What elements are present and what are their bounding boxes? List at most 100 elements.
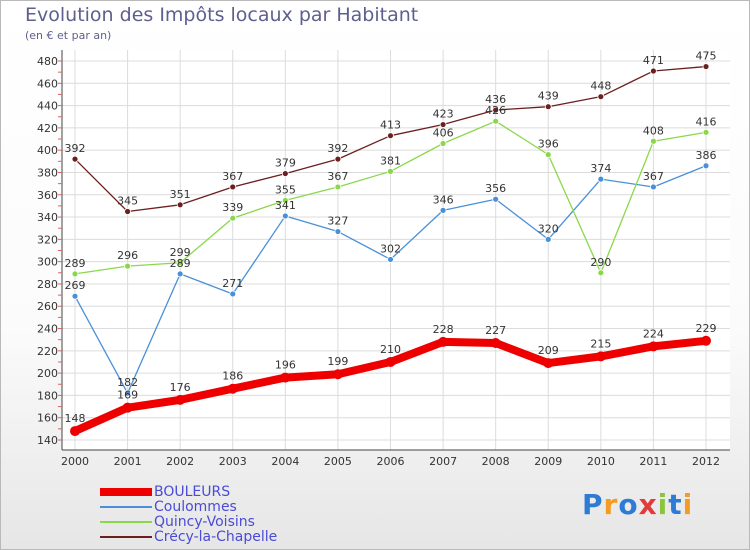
data-point (492, 106, 500, 114)
legend-label: Quincy-Voisins (154, 514, 255, 530)
data-point (701, 335, 711, 346)
data-point (387, 167, 394, 175)
x-tick-label: 2003 (219, 455, 247, 468)
proxiti-logo: Proxiti (582, 488, 693, 521)
data-label: 386 (696, 149, 717, 162)
data-point (387, 256, 394, 263)
data-point (124, 389, 131, 397)
data-point (124, 262, 131, 270)
data-point (71, 292, 79, 300)
data-point (595, 351, 606, 362)
data-label: 182 (117, 376, 138, 389)
logo-letter: t (668, 488, 683, 521)
data-point (597, 269, 605, 277)
plot-area (62, 50, 730, 450)
data-point (490, 338, 501, 349)
logo-letter: P (582, 488, 604, 521)
y-tick-label: 440 (37, 100, 58, 113)
data-label: 471 (643, 54, 664, 67)
logo-letter: r (603, 488, 619, 521)
data-label: 439 (538, 90, 559, 103)
data-label: 416 (696, 115, 717, 128)
data-point (229, 214, 237, 222)
y-tick-label: 480 (37, 55, 58, 68)
data-point (492, 195, 500, 203)
data-label: 436 (485, 93, 506, 106)
data-label: 296 (117, 249, 138, 262)
data-label: 423 (433, 108, 454, 121)
data-label: 269 (65, 279, 86, 292)
data-point (176, 270, 184, 278)
y-tick-label: 320 (37, 233, 58, 246)
data-label: 229 (696, 322, 717, 335)
data-point (439, 206, 447, 214)
data-label: 408 (643, 124, 664, 137)
data-point (122, 402, 133, 413)
data-label: 406 (433, 126, 454, 139)
y-tick-label: 420 (37, 122, 58, 135)
legend-label: Crécy-la-Chapelle (154, 529, 278, 545)
data-label: 426 (485, 104, 506, 117)
data-point (439, 140, 447, 147)
data-label: 290 (590, 256, 611, 269)
y-tick-label: 300 (37, 256, 58, 269)
data-point (702, 63, 710, 70)
data-label: 320 (538, 222, 559, 235)
logo-letter: o (618, 488, 639, 521)
data-point (280, 372, 291, 383)
logo-letter: i (657, 488, 669, 521)
x-tick-label: 2001 (114, 455, 142, 468)
y-tick-label: 240 (37, 323, 58, 336)
logo-letter: x (638, 488, 658, 521)
data-point (70, 426, 80, 437)
data-label: 367 (222, 170, 243, 183)
data-point (334, 155, 342, 163)
data-point (229, 290, 237, 298)
data-point (334, 228, 342, 235)
data-point (650, 67, 657, 75)
data-point (650, 137, 657, 145)
data-point (702, 128, 710, 136)
y-tick-label: 200 (37, 367, 58, 380)
y-tick-label: 460 (37, 77, 58, 90)
data-point (281, 212, 289, 220)
legend-swatch (100, 506, 152, 508)
data-label: 339 (222, 201, 243, 214)
legend-label: BOULEURS (154, 484, 231, 500)
data-point (492, 117, 500, 125)
y-tick-label: 380 (37, 166, 58, 179)
data-label: 475 (696, 50, 717, 63)
logo-letter: i (682, 488, 694, 521)
data-point (387, 132, 394, 140)
data-point (385, 356, 396, 367)
x-tick-label: 2010 (587, 455, 615, 468)
x-tick-label: 2002 (166, 455, 194, 468)
data-point (124, 208, 131, 215)
data-point (334, 183, 342, 191)
data-point (176, 259, 184, 267)
data-label: 148 (65, 412, 86, 425)
data-label: 289 (170, 257, 191, 270)
data-label: 351 (170, 188, 191, 201)
y-tick-label: 160 (37, 412, 58, 425)
data-label: 341 (275, 199, 296, 212)
data-point (438, 336, 449, 347)
x-tick-label: 2011 (639, 455, 667, 468)
data-point (544, 151, 552, 159)
x-tick-label: 2012 (692, 455, 720, 468)
data-label: 367 (327, 170, 348, 183)
x-tick-label: 2000 (61, 455, 89, 468)
legend-swatch (100, 536, 152, 538)
data-label: 302 (380, 242, 401, 255)
data-point (71, 270, 79, 278)
data-point (648, 341, 659, 352)
data-label: 228 (433, 323, 454, 336)
y-tick-label: 400 (37, 144, 58, 157)
data-label: 392 (327, 142, 348, 155)
chart-subtitle: (en € et par an) (25, 29, 112, 42)
legend-label: Coulommes (154, 499, 237, 515)
data-label: 196 (275, 359, 296, 372)
x-tick-label: 2009 (534, 455, 562, 468)
y-tick-label: 180 (37, 389, 58, 402)
